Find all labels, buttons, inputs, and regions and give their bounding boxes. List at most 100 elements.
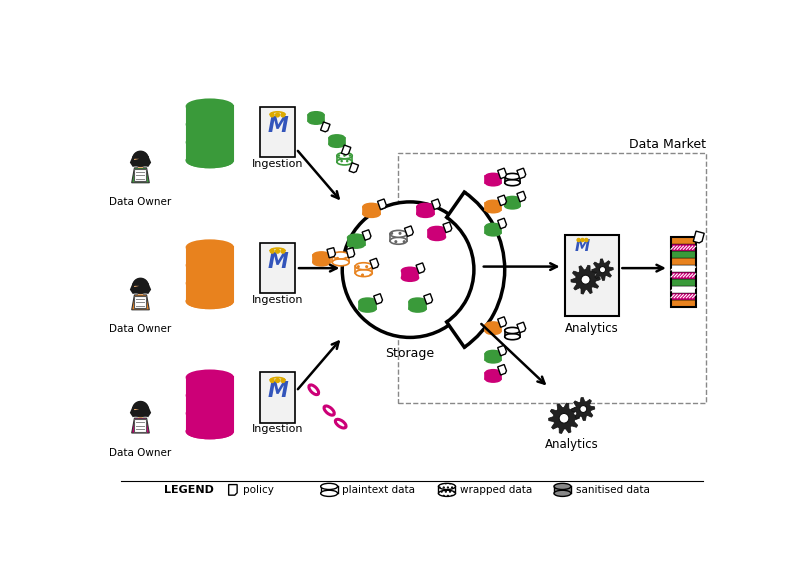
Polygon shape: [378, 199, 386, 209]
Ellipse shape: [505, 179, 520, 186]
Bar: [390, 234, 407, 241]
Ellipse shape: [186, 118, 233, 131]
Circle shape: [276, 379, 279, 383]
Bar: [186, 106, 233, 160]
Bar: [332, 255, 349, 263]
Bar: [671, 245, 696, 251]
Ellipse shape: [186, 424, 233, 438]
Ellipse shape: [486, 173, 501, 179]
Polygon shape: [592, 259, 614, 280]
Bar: [260, 243, 295, 293]
Ellipse shape: [417, 211, 434, 217]
Polygon shape: [362, 230, 371, 240]
Polygon shape: [132, 295, 150, 310]
Ellipse shape: [363, 203, 380, 211]
Text: LEGEND: LEGEND: [163, 485, 214, 495]
Polygon shape: [349, 163, 358, 173]
Circle shape: [276, 249, 279, 253]
Text: Data Owner: Data Owner: [110, 198, 172, 207]
Polygon shape: [342, 145, 351, 155]
FancyBboxPatch shape: [134, 296, 146, 308]
Bar: [402, 271, 418, 278]
Circle shape: [577, 238, 580, 242]
Ellipse shape: [186, 424, 233, 438]
Polygon shape: [416, 263, 425, 273]
Ellipse shape: [554, 490, 571, 496]
Circle shape: [580, 406, 586, 413]
Ellipse shape: [186, 276, 233, 290]
Ellipse shape: [486, 322, 501, 328]
Bar: [410, 302, 426, 308]
Circle shape: [133, 152, 148, 166]
Bar: [505, 331, 520, 337]
Bar: [321, 486, 338, 494]
Polygon shape: [498, 195, 506, 205]
Polygon shape: [131, 278, 150, 294]
Polygon shape: [571, 265, 600, 294]
Text: Analytics: Analytics: [545, 438, 598, 451]
FancyBboxPatch shape: [134, 419, 146, 432]
Bar: [363, 207, 380, 214]
Ellipse shape: [390, 230, 407, 237]
Ellipse shape: [505, 173, 520, 179]
Bar: [505, 177, 520, 183]
Ellipse shape: [324, 406, 334, 415]
Bar: [671, 293, 696, 299]
Ellipse shape: [438, 490, 455, 496]
Circle shape: [281, 249, 285, 253]
Ellipse shape: [486, 230, 501, 236]
Polygon shape: [327, 248, 335, 258]
Ellipse shape: [186, 153, 233, 167]
Polygon shape: [498, 345, 506, 356]
Circle shape: [281, 379, 285, 383]
Polygon shape: [132, 418, 150, 433]
Ellipse shape: [186, 294, 233, 308]
Bar: [260, 107, 295, 157]
Bar: [486, 177, 501, 183]
Text: wrapped data: wrapped data: [460, 485, 532, 495]
Ellipse shape: [186, 100, 233, 113]
Polygon shape: [131, 152, 150, 166]
Bar: [486, 203, 501, 209]
Bar: [565, 235, 618, 316]
Ellipse shape: [186, 406, 233, 421]
Text: Analytics: Analytics: [565, 323, 618, 336]
Bar: [138, 415, 142, 418]
Text: M: M: [267, 381, 288, 401]
Ellipse shape: [313, 252, 330, 259]
Text: sanitised data: sanitised data: [575, 485, 650, 495]
Polygon shape: [517, 168, 526, 179]
Polygon shape: [498, 365, 506, 375]
Polygon shape: [131, 402, 150, 417]
Ellipse shape: [417, 203, 434, 211]
Circle shape: [270, 113, 274, 117]
Ellipse shape: [486, 179, 501, 186]
Ellipse shape: [348, 241, 365, 248]
Polygon shape: [374, 294, 382, 304]
Bar: [671, 237, 696, 307]
Circle shape: [276, 113, 279, 117]
Bar: [486, 226, 501, 233]
Circle shape: [342, 202, 478, 337]
Bar: [671, 251, 696, 258]
Polygon shape: [346, 248, 354, 258]
Ellipse shape: [186, 258, 233, 272]
Bar: [359, 302, 376, 308]
Polygon shape: [517, 191, 526, 201]
Bar: [671, 237, 696, 245]
Ellipse shape: [554, 483, 571, 490]
Bar: [438, 486, 455, 494]
Bar: [308, 115, 324, 121]
Bar: [671, 272, 696, 279]
Bar: [486, 325, 501, 331]
Ellipse shape: [429, 233, 446, 241]
Ellipse shape: [308, 112, 324, 118]
Ellipse shape: [363, 211, 380, 217]
Bar: [671, 286, 696, 293]
Bar: [329, 138, 345, 144]
Ellipse shape: [390, 237, 407, 245]
Circle shape: [270, 379, 274, 383]
Text: Ingestion: Ingestion: [252, 295, 303, 305]
Bar: [186, 247, 233, 301]
Polygon shape: [443, 222, 452, 233]
